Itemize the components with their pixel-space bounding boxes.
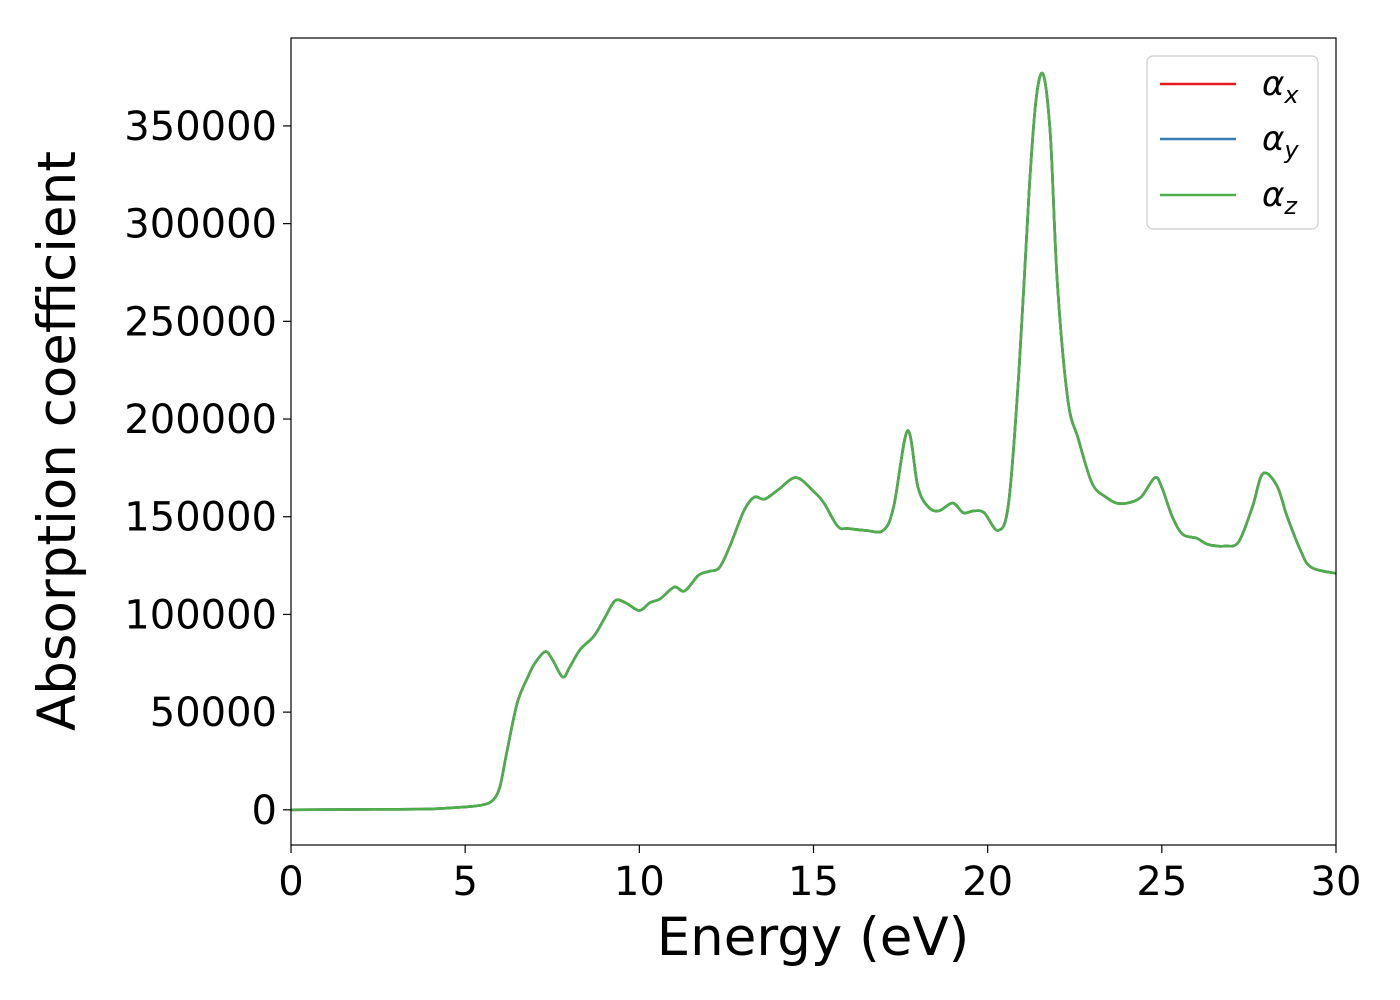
legend-label-z: αz [1262,175,1298,220]
x-tick-label: 0 [278,859,303,905]
plot-frame [290,37,1337,846]
x-tick-label: 5 [452,859,477,905]
y-tick-label: 350000 [124,104,277,150]
x-tick-label: 10 [614,859,665,905]
y-tick-label: 300000 [124,202,277,248]
x-tick-label: 20 [962,859,1013,905]
y-tick-label: 200000 [124,397,277,443]
x-axis-title: Energy (eV) [657,907,970,968]
legend: αx αy αz [1146,55,1319,230]
y-axis-title: Absorption coefficient [27,151,88,731]
legend-label-y: αy [1262,119,1299,164]
y-tick-label: 50000 [150,690,277,736]
legend-label-x: αx [1262,64,1299,109]
x-tick-label: 30 [1311,859,1362,905]
x-tick-label: 15 [788,859,839,905]
x-axis-ticks: 0 5 10 15 20 25 30 [278,845,1361,905]
series-line-z [291,71,1336,812]
y-tick-label: 100000 [124,592,277,638]
y-tick-label: 0 [252,788,277,834]
y-axis-ticks: 0 50000 100000 150000 200000 250000 300000 3500… [124,104,291,834]
y-tick-label: 150000 [124,495,277,541]
x-tick-label: 25 [1136,859,1187,905]
plot-area [291,71,1336,812]
legend-box [1146,55,1319,230]
y-tick-label: 250000 [124,299,277,345]
